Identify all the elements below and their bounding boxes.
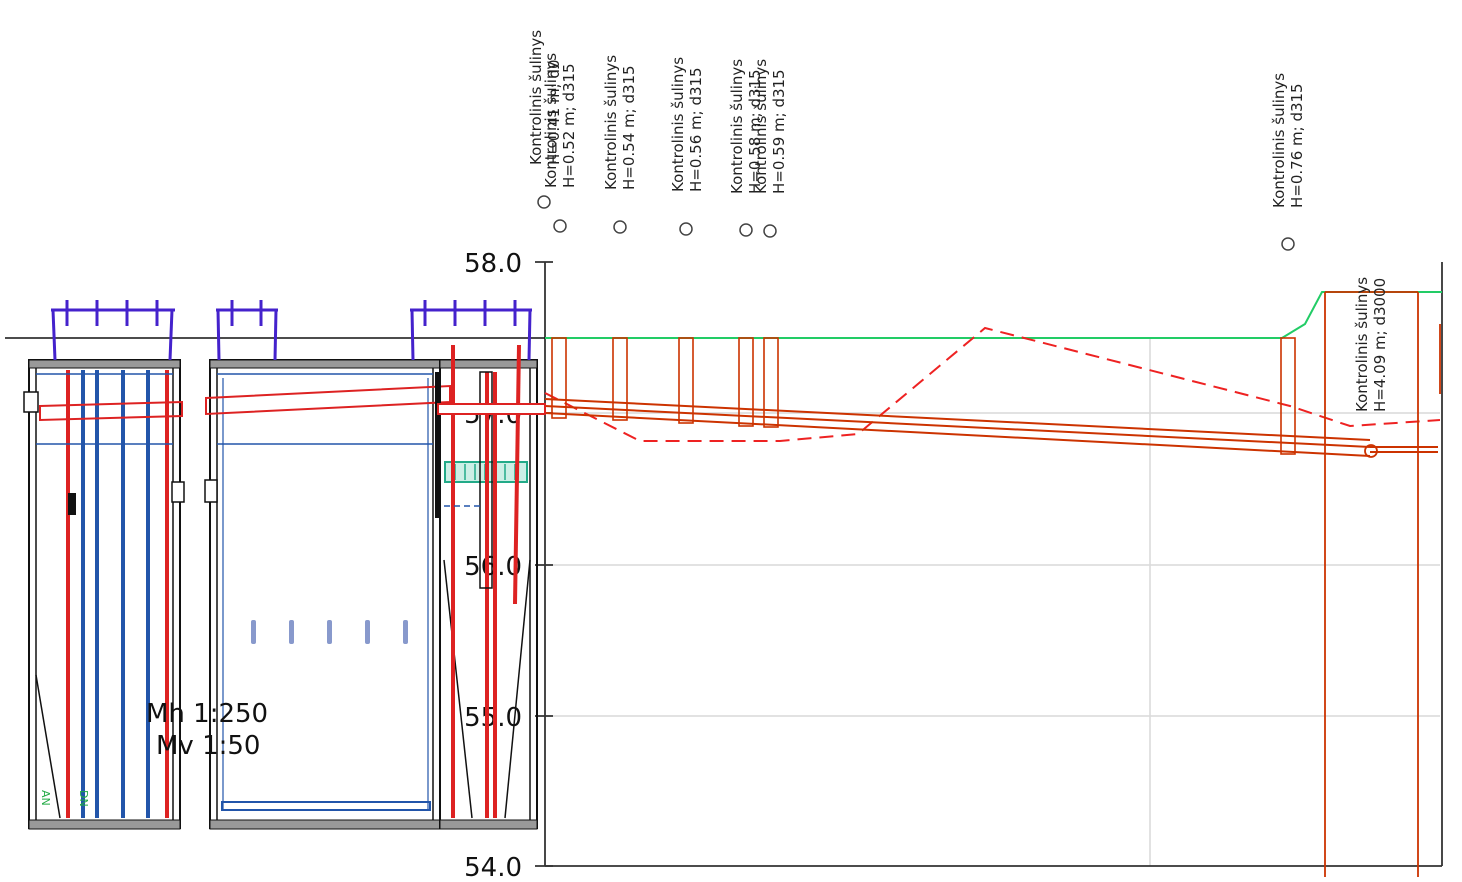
well-label-6-spec: H=0.59 m; d315 <box>770 69 788 194</box>
tank-1-valve <box>68 493 76 515</box>
well-marker-1 <box>537 195 551 209</box>
well-labels: Kontrolinis šulinys H=0.41 m; d0 Kontrol… <box>527 30 1389 412</box>
tank-2-inlet-pipe <box>205 384 451 416</box>
tank-3-bottom-slab <box>439 819 538 830</box>
tank-1-bottom-slab <box>28 819 181 830</box>
well-label-2: Kontrolinis šulinys H=0.52 m; d315 <box>542 53 578 188</box>
ground-surface-line <box>545 291 1442 339</box>
tank-2-media-1 <box>251 620 256 644</box>
y-axis <box>535 261 1443 867</box>
tick-label-58: 58.0 <box>464 249 522 279</box>
well-shaft-5 <box>738 337 754 427</box>
horizontal-scale-label: Mh 1:250 <box>146 699 268 729</box>
well-label-1-name: Kontrolinis šulinys <box>527 30 545 165</box>
lid-tank-3-right <box>527 309 532 361</box>
well-label-2-spec: H=0.52 m; d315 <box>560 63 578 188</box>
lid-tank-1 <box>51 300 175 361</box>
tank-2-top-slab <box>209 359 441 369</box>
vertical-scale-label: Mv 1:50 <box>156 731 260 761</box>
tank-2 <box>204 359 451 830</box>
well-marker-4 <box>679 222 693 236</box>
tank-3-riser <box>479 371 493 589</box>
tank-3-brace-right <box>504 559 531 819</box>
well-marker-5 <box>739 223 753 237</box>
pipe-profile <box>544 398 1438 457</box>
well-label-4-spec: H=0.56 m; d315 <box>687 67 705 192</box>
well-shafts <box>551 337 1296 455</box>
tank-3-brace-left <box>443 559 473 819</box>
tank-1: AN DN <box>23 359 185 830</box>
well-label-4: Kontrolinis šulinys H=0.56 m; d315 <box>669 57 705 192</box>
tank-1-inlet-pipe <box>39 400 183 422</box>
tank-2-connector-left <box>204 479 218 503</box>
well-label-6: Kontrolinis šulinys H=0.59 m; d315 <box>752 59 788 194</box>
well-label-5-spec: H=0.58 m; d315 <box>746 69 764 194</box>
well-label-8: Kontrolinis šulinys H=4.09 m; d3000 <box>1353 277 1389 412</box>
well-label-4-name: Kontrolinis šulinys <box>669 57 687 192</box>
well-marker-3 <box>613 220 627 234</box>
tank-3-red-pipes <box>451 344 521 818</box>
well-label-1-spec: H=0.41 m; d0 <box>545 59 563 165</box>
well-label-3-spec: H=0.54 m; d315 <box>620 65 638 190</box>
tank-3-outlet-pipe <box>437 403 546 415</box>
tank-1-brace <box>35 674 61 819</box>
well-shaft-4 <box>678 337 694 424</box>
well-label-5-name: Kontrolinis šulinys <box>728 59 746 194</box>
well-label-6-name: Kontrolinis šulinys <box>752 59 770 194</box>
lid-tank-1-right <box>168 309 174 361</box>
well-markers <box>537 195 1295 251</box>
tank-3-red-pipe-4 <box>513 344 521 605</box>
well-marker-2 <box>553 219 567 233</box>
lid-tank-1-left <box>51 309 57 361</box>
lid-tank-2 <box>216 300 278 361</box>
tank-3-top-slab <box>439 359 538 369</box>
well-label-3-name: Kontrolinis šulinys <box>602 55 620 190</box>
large-well <box>1324 291 1441 877</box>
well-label-8-name: Kontrolinis šulinys <box>1353 277 1371 412</box>
well-label-7-name: Kontrolinis šulinys <box>1270 73 1288 208</box>
well-label-8-spec: H=4.09 m; d3000 <box>1371 278 1389 412</box>
tank-2-media-3 <box>327 620 332 644</box>
well-label-2-name: Kontrolinis šulinys <box>542 53 560 188</box>
tank-1-label-dn: DN <box>77 790 90 807</box>
well-label-7: Kontrolinis šulinys H=0.76 m; d315 <box>1270 73 1306 208</box>
well-label-5: Kontrolinis šulinys H=0.58 m; d315 <box>728 59 764 194</box>
lid-tank-2-left <box>216 309 221 361</box>
pipe-mid-line <box>544 405 1371 448</box>
well-shaft-3 <box>612 337 628 421</box>
tank-1-connector-left <box>23 391 39 413</box>
tank-1-blue-pipes <box>81 370 150 818</box>
tank-1-top-slab <box>28 359 181 369</box>
well-label-7-spec: H=0.76 m; d315 <box>1288 83 1306 208</box>
well-shaft-7 <box>1280 337 1296 455</box>
well-shaft-2 <box>551 337 567 419</box>
tank-2-media <box>251 620 408 644</box>
well-shaft-6 <box>763 337 779 428</box>
tank-1-connector-right <box>171 481 185 503</box>
tank-2-diffuser-bar <box>221 801 431 811</box>
tank-2-media-4 <box>365 620 370 644</box>
lid-tank-3-left <box>410 309 415 361</box>
pipe-bottom-line <box>544 412 1371 457</box>
well-label-3: Kontrolinis šulinys H=0.54 m; d315 <box>602 55 638 190</box>
well-marker-7 <box>1281 237 1295 251</box>
well-marker-6 <box>763 224 777 238</box>
tick-label-54: 54.0 <box>464 853 522 877</box>
tank-3 <box>435 344 546 830</box>
well-label-1: Kontrolinis šulinys H=0.41 m; d0 <box>527 30 563 165</box>
tank-2-media-5 <box>403 620 408 644</box>
tank-1-label-an: AN <box>39 790 52 806</box>
large-well-inlet-circle <box>1364 444 1378 458</box>
tank-2-bottom-slab <box>209 819 441 830</box>
lid-tank-3 <box>410 300 532 361</box>
existing-pipe-dashed-line <box>544 326 1441 442</box>
pipe-top-line <box>544 398 1371 441</box>
lid-tank-2-right <box>273 309 278 361</box>
tank-2-media-2 <box>289 620 294 644</box>
lids <box>51 300 532 361</box>
